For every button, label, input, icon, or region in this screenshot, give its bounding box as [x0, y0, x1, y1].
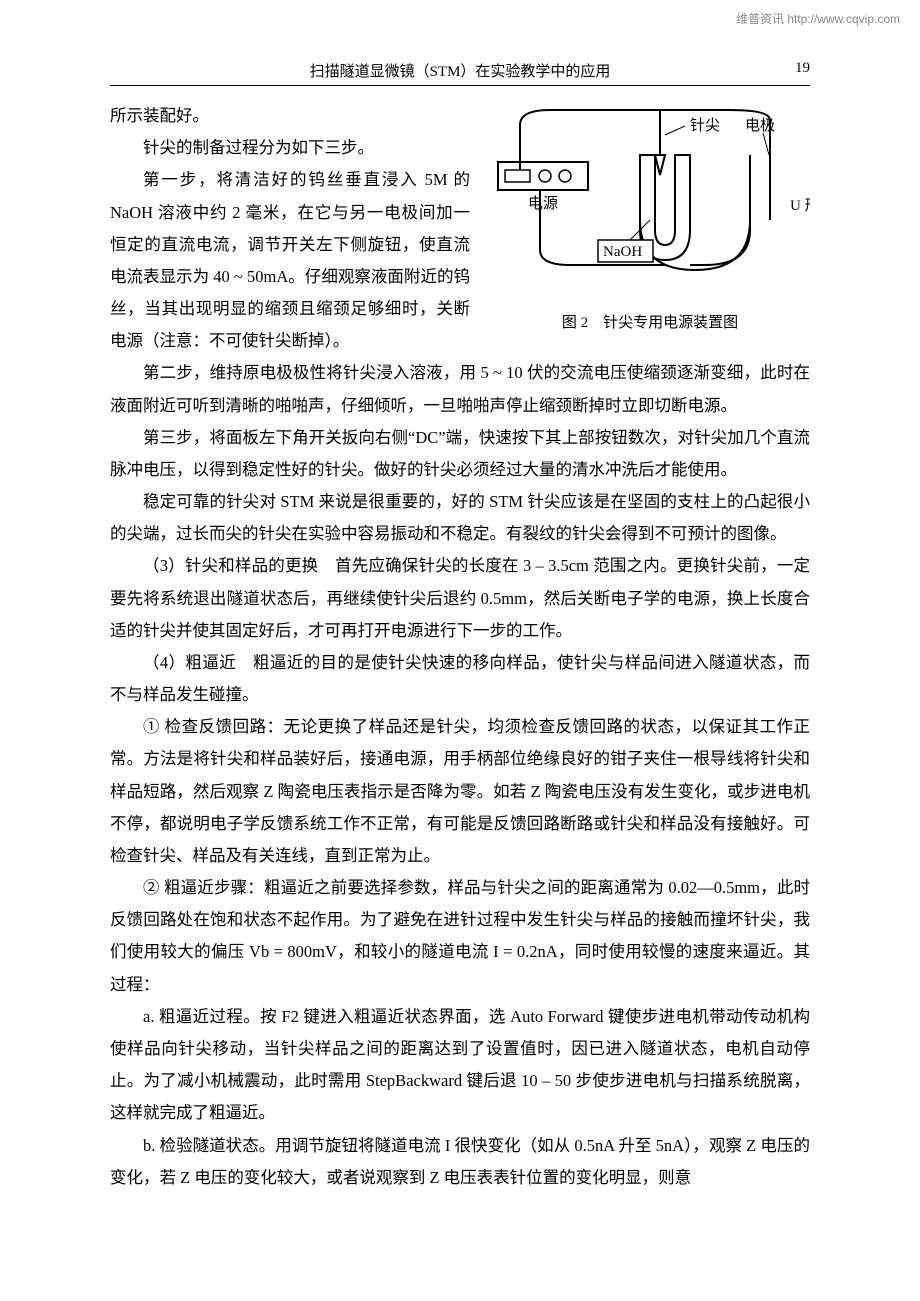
para-7: （4）粗逼近 粗逼近的目的是使针尖快速的移向样品，使针尖与样品间进入隧道状态，而…: [110, 647, 810, 711]
para-11: b. 检验隧道状态。用调节旋钮将隧道电流 I 很快变化（如从 0.5nA 升至 …: [110, 1130, 810, 1194]
para-6: （3）针尖和样品的更换 首先应确保针尖的长度在 3 – 3.5cm 范围之内。更…: [110, 550, 810, 647]
para-3: 第二步，维持原电极极性将针尖浸入溶液，用 5 ~ 10 伏的交流电压使缩颈逐渐变…: [110, 357, 810, 421]
tip-label: 针尖: [690, 117, 720, 134]
header-spacer: [110, 60, 150, 81]
electrode-label: 电极: [745, 117, 775, 134]
tip-icon: [655, 155, 665, 175]
knob-2: [559, 170, 571, 182]
page-header: 扫描隧道显微镜（STM）在实验教学中的应用 19: [110, 60, 810, 86]
hidden: [750, 155, 785, 270]
naoh-label: NaOH: [603, 244, 642, 260]
para-10: a. 粗逼近过程。按 F2 键进入粗逼近状态界面，选 Auto Forward …: [110, 1001, 810, 1130]
running-title: 扫描隧道显微镜（STM）在实验教学中的应用: [150, 60, 770, 81]
u-outer-1: [690, 155, 750, 265]
power-label: 电源: [528, 195, 558, 212]
power-box: [498, 162, 588, 190]
figure-2: 针尖 电极 电源: [490, 100, 810, 338]
hidden2: [640, 155, 785, 280]
tip-leader: [665, 126, 685, 135]
para-8: ① 检查反馈回路：无论更换了样品还是针尖，均须检查反馈回路的状态，以保证其工作正…: [110, 711, 810, 872]
page-container: 扫描隧道显微镜（STM）在实验教学中的应用 19 针尖 电极: [0, 0, 920, 1254]
u-tube-outer-right: [640, 155, 750, 270]
figure-2-svg: 针尖 电极 电源: [490, 100, 810, 290]
watermark-text: 维普资讯 http://www.cqvip.com: [736, 10, 900, 27]
page-number: 19: [770, 60, 810, 81]
para-5: 稳定可靠的针尖对 STM 来说是很重要的，好的 STM 针尖应该是在坚固的支柱上…: [110, 486, 810, 550]
figure-2-caption: 图 2 针尖专用电源装置图: [490, 309, 810, 338]
para-4: 第三步，将面板左下角开关扳向右侧“DC”端，快速按下其上部按钮数次，对针尖加几个…: [110, 422, 810, 486]
electrode-leader: [763, 133, 769, 155]
u-tube-label: U 形管: [790, 197, 810, 214]
power-window: [505, 170, 530, 182]
body-text: 针尖 电极 电源: [110, 100, 810, 1194]
para-9: ② 粗逼近步骤：粗逼近之前要选择参数，样品与针尖之间的距离通常为 0.02—0.…: [110, 872, 810, 1001]
knob-1: [539, 170, 551, 182]
